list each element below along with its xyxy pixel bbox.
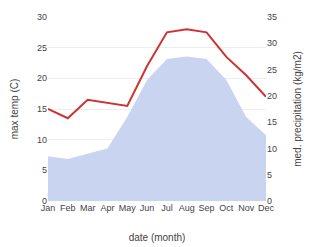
svg-text:Nov: Nov	[238, 203, 255, 213]
svg-text:0: 0	[267, 196, 272, 206]
svg-text:med. precipitation (kg/m2): med. precipitation (kg/m2)	[292, 51, 303, 167]
svg-text:25: 25	[267, 65, 277, 75]
svg-text:5: 5	[267, 170, 272, 180]
svg-text:date (month): date (month)	[129, 232, 186, 243]
svg-text:30: 30	[37, 12, 47, 22]
svg-text:35: 35	[267, 12, 277, 22]
svg-text:Feb: Feb	[60, 203, 76, 213]
svg-text:10: 10	[267, 144, 277, 154]
svg-text:30: 30	[267, 38, 277, 48]
svg-text:10: 10	[37, 135, 47, 145]
svg-text:Apr: Apr	[100, 203, 114, 213]
svg-text:Mar: Mar	[80, 203, 96, 213]
svg-text:5: 5	[42, 165, 47, 175]
svg-text:0: 0	[42, 196, 47, 206]
svg-text:Oct: Oct	[219, 203, 234, 213]
svg-text:15: 15	[37, 104, 47, 114]
svg-text:Dec: Dec	[258, 203, 275, 213]
svg-text:Aug: Aug	[179, 203, 195, 213]
svg-text:20: 20	[267, 91, 277, 101]
svg-text:Sep: Sep	[199, 203, 215, 213]
svg-text:Jul: Jul	[161, 203, 173, 213]
svg-text:15: 15	[267, 117, 277, 127]
svg-text:max temp (C): max temp (C)	[9, 79, 20, 140]
svg-text:Jan: Jan	[41, 203, 56, 213]
svg-text:20: 20	[37, 73, 47, 83]
svg-text:May: May	[119, 203, 137, 213]
svg-text:25: 25	[37, 43, 47, 53]
svg-text:Jun: Jun	[140, 203, 155, 213]
